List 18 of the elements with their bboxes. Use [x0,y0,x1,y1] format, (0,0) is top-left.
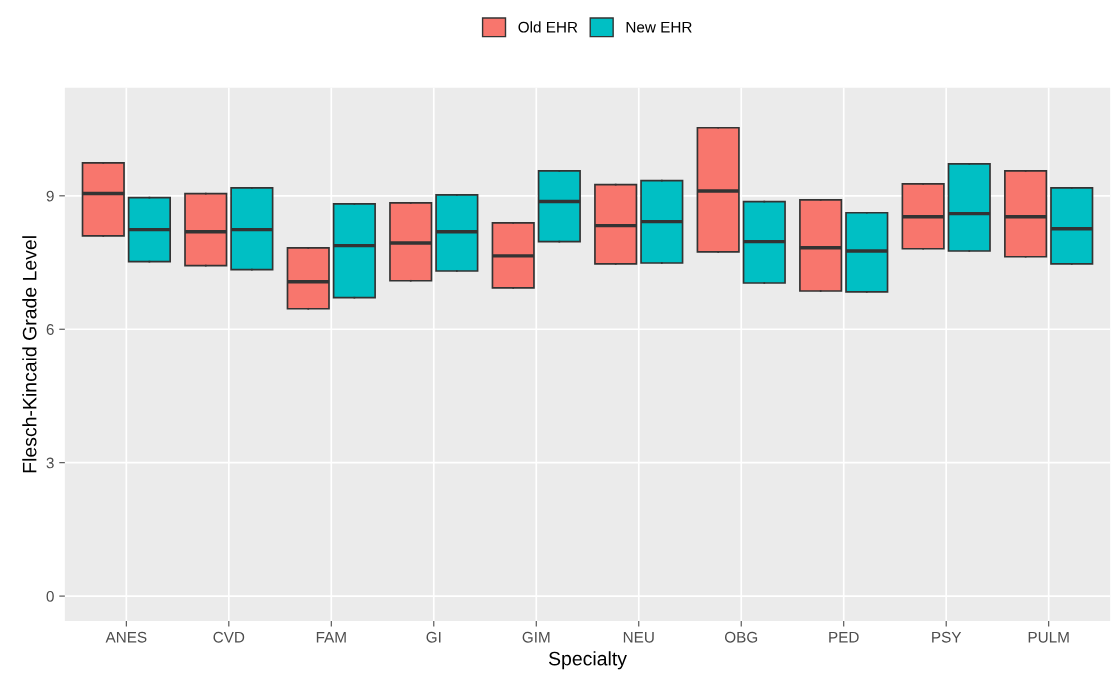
y-tick-label: 9 [46,190,54,202]
y-tick-label: 0 [46,590,54,602]
x-tick-label: GI [426,631,441,643]
x-tick-label: FAM [316,631,346,643]
x-tick-label: PULM [1028,631,1069,643]
x-tick-label: PED [829,631,859,643]
y-tick-label: 3 [46,457,54,469]
y-tick-label: 6 [46,324,54,335]
y-axis-title: Flesch-Kincaid Grade Level [22,236,37,473]
legend-label: New EHR [626,21,692,33]
x-tick-label: NEU [623,631,654,643]
x-axis-title: Specialty [548,651,627,670]
x-tick-label: CVD [213,631,245,643]
x-tick-label: ANES [105,631,147,643]
legend-label: Old EHR [518,21,578,33]
x-tick-label: PSY [932,631,962,643]
x-tick-label: GIM [522,631,550,643]
x-tick-label: OBG [724,631,758,643]
